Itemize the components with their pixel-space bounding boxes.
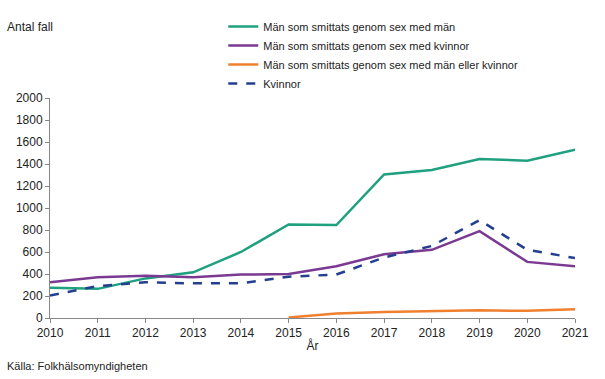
svg-text:200: 200 (23, 289, 43, 303)
svg-text:1000: 1000 (16, 201, 43, 215)
svg-text:Källa: Folkhälsomyndigheten: Källa: Folkhälsomyndigheten (7, 360, 148, 372)
svg-text:2017: 2017 (371, 326, 398, 340)
svg-text:0: 0 (36, 311, 43, 325)
svg-text:400: 400 (23, 267, 43, 281)
svg-text:1600: 1600 (16, 135, 43, 149)
svg-text:1400: 1400 (16, 157, 43, 171)
svg-text:1800: 1800 (16, 113, 43, 127)
svg-text:2010: 2010 (37, 326, 64, 340)
svg-text:800: 800 (23, 223, 43, 237)
svg-text:2000: 2000 (16, 91, 43, 105)
svg-text:2012: 2012 (132, 326, 159, 340)
svg-text:Män som smittats genom sex med: Män som smittats genom sex med män (263, 21, 455, 33)
svg-text:1200: 1200 (16, 179, 43, 193)
svg-text:2021: 2021 (562, 326, 589, 340)
svg-text:600: 600 (23, 245, 43, 259)
svg-text:Män som smittats genom sex med: Män som smittats genom sex med kvinnor (263, 40, 469, 52)
svg-text:Män som smittats genom sex med: Män som smittats genom sex med män eller… (263, 59, 518, 71)
svg-text:Antal fall: Antal fall (7, 20, 53, 34)
svg-text:2011: 2011 (85, 326, 111, 340)
svg-text:2016: 2016 (323, 326, 350, 340)
svg-text:2019: 2019 (466, 326, 493, 340)
svg-text:2018: 2018 (418, 326, 445, 340)
svg-text:År: År (307, 338, 319, 353)
svg-text:2020: 2020 (514, 326, 541, 340)
svg-text:2013: 2013 (180, 326, 207, 340)
svg-text:Kvinnor: Kvinnor (263, 78, 301, 90)
svg-text:2014: 2014 (228, 326, 255, 340)
svg-text:2015: 2015 (275, 326, 302, 340)
